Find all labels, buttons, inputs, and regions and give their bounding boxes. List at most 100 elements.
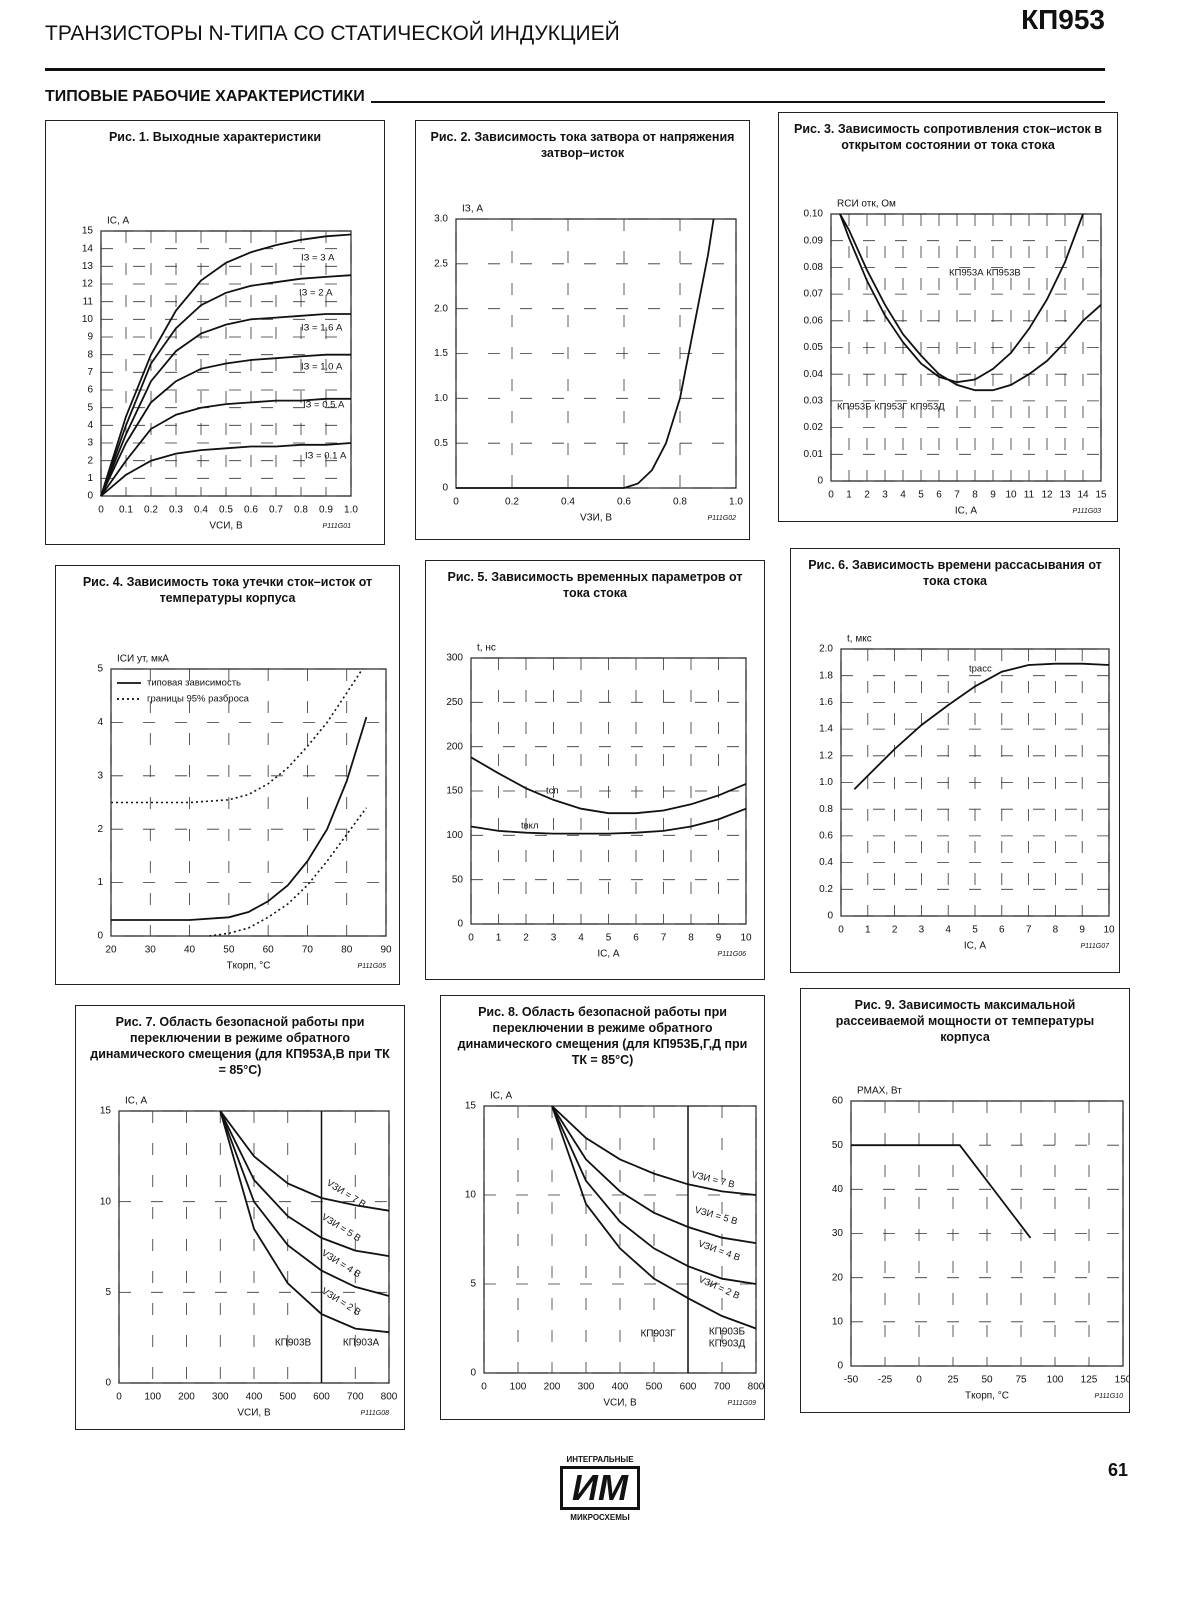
x-tick-label: 0.7 <box>269 505 283 516</box>
y-tick-label: 0.08 <box>804 262 824 273</box>
y-tick-label: 0.6 <box>819 831 833 842</box>
chart-panel: Рис. 2. Зависимость тока затвора от напр… <box>415 120 750 540</box>
x-tick-label: 10 <box>1005 490 1017 501</box>
x-axis-label: Tкорп, °C <box>227 961 271 972</box>
x-tick-label: 100 <box>1047 1375 1064 1386</box>
x-tick-label: 0 <box>916 1375 922 1386</box>
series-line <box>840 214 1083 382</box>
y-tick-label: 20 <box>832 1272 844 1283</box>
y-tick-label: 0.4 <box>819 857 833 868</box>
figure-code: P111G06 <box>717 951 746 958</box>
y-tick-label: 0 <box>817 476 823 487</box>
x-tick-label: 500 <box>279 1392 296 1403</box>
series-label: tвкл <box>521 821 539 832</box>
section-rule <box>300 101 1105 103</box>
y-tick-label: 6 <box>87 385 93 396</box>
x-tick-label: 6 <box>936 490 942 501</box>
x-tick-label: 70 <box>302 945 314 956</box>
x-tick-label: 2 <box>523 933 529 944</box>
x-tick-label: 700 <box>714 1382 731 1393</box>
x-tick-label: 9 <box>990 490 996 501</box>
y-tick-label: 1.4 <box>819 724 833 735</box>
x-axis-label: VСИ, В <box>237 1408 271 1419</box>
figure-code: P111G03 <box>1072 508 1101 515</box>
x-tick-label: 1.0 <box>344 505 358 516</box>
y-axis-label: RСИ отк, Ом <box>837 199 896 210</box>
y-tick-label: 1.2 <box>819 750 833 761</box>
y-tick-label: 12 <box>82 279 94 290</box>
x-tick-label: 15 <box>1095 490 1107 501</box>
series-label: tсп <box>546 786 559 797</box>
x-tick-label: 300 <box>578 1382 595 1393</box>
x-tick-label: 0.8 <box>673 497 687 508</box>
y-tick-label: 2 <box>97 824 103 835</box>
y-tick-label: 8 <box>87 349 93 360</box>
x-tick-label: 1 <box>496 933 502 944</box>
x-tick-label: 0 <box>98 505 104 516</box>
y-tick-label: 40 <box>832 1184 844 1195</box>
x-tick-label: 0 <box>116 1392 122 1403</box>
chart: 00.010.020.030.040.050.060.070.080.090.1… <box>779 113 1117 521</box>
y-axis-label: IС, А <box>125 1096 148 1107</box>
x-tick-label: 4 <box>900 490 906 501</box>
x-tick-label: 1 <box>846 490 852 501</box>
y-tick-label: 15 <box>465 1101 477 1112</box>
y-tick-label: 0 <box>827 911 833 922</box>
series-label: VЗИ = 7 В <box>690 1169 735 1190</box>
y-tick-label: 13 <box>82 261 94 272</box>
logo-bottom: МИКРОСХЕМЫ <box>540 1513 660 1522</box>
x-tick-label: 150 <box>1115 1375 1129 1386</box>
x-tick-label: 8 <box>972 490 978 501</box>
y-axis-label: PМАХ, Вт <box>857 1086 902 1097</box>
x-tick-label: 4 <box>945 925 951 936</box>
y-tick-label: 0 <box>87 491 93 502</box>
x-tick-label: 0.6 <box>244 505 258 516</box>
region-label: КП903Б <box>709 1327 746 1338</box>
x-tick-label: 0.4 <box>561 497 575 508</box>
x-tick-label: 400 <box>246 1392 263 1403</box>
header-rule <box>45 68 1105 71</box>
chart: 012345678910111213141500.10.20.30.40.50.… <box>46 121 384 544</box>
x-tick-label: 400 <box>612 1382 629 1393</box>
y-tick-label: 1.6 <box>819 697 833 708</box>
page-title: ТРАНЗИСТОРЫ N-ТИПА СО СТАТИЧЕСКОЙ ИНДУКЦ… <box>45 22 620 46</box>
y-tick-label: 1.5 <box>434 348 448 359</box>
x-tick-label: 100 <box>144 1392 161 1403</box>
x-tick-label: 11 <box>1024 490 1035 501</box>
x-axis-label: VСИ, В <box>603 1398 637 1409</box>
x-tick-label: 0.2 <box>144 505 158 516</box>
series-label: IЗ = 1.0 А <box>301 362 343 373</box>
series-label: IЗ = 0.5 А <box>303 400 345 411</box>
logo-top: ИНТЕГРАЛЬНЫЕ <box>540 1455 660 1464</box>
x-tick-label: 14 <box>1077 490 1089 501</box>
legend-label: границы 95% разброса <box>147 694 250 705</box>
y-tick-label: 7 <box>87 367 93 378</box>
region-label: КП903А <box>343 1338 380 1349</box>
figure-code: P111G08 <box>360 1410 389 1417</box>
series-line <box>111 717 366 920</box>
x-tick-label: 7 <box>1026 925 1032 936</box>
x-tick-label: 0 <box>481 1382 487 1393</box>
x-tick-label: 50 <box>223 945 235 956</box>
series-line <box>220 1111 389 1256</box>
chart: 050100150200250300012345678910t, нсIС, А… <box>426 561 764 979</box>
x-tick-label: 10 <box>740 933 752 944</box>
y-tick-label: 10 <box>465 1190 477 1201</box>
region-label: КП903В <box>275 1338 312 1349</box>
x-axis-label: IС, А <box>597 949 620 960</box>
y-tick-label: 1.0 <box>819 777 833 788</box>
series-label: VЗИ = 4 В <box>319 1248 362 1281</box>
x-tick-label: 200 <box>544 1382 561 1393</box>
x-tick-label: 0.1 <box>119 505 133 516</box>
y-tick-label: 9 <box>87 332 93 343</box>
chart-panel: Рис. 4. Зависимость тока утечки сток–ист… <box>55 565 400 985</box>
series-label: VЗИ = 5 В <box>693 1205 738 1228</box>
series-line <box>111 669 362 803</box>
logo: ИМ <box>560 1466 640 1510</box>
x-tick-label: 9 <box>1079 925 1085 936</box>
y-tick-label: 5 <box>105 1287 111 1298</box>
series-label: VЗИ = 2 В <box>319 1286 362 1319</box>
x-tick-label: 0 <box>453 497 459 508</box>
y-tick-label: 3.0 <box>434 214 448 225</box>
x-tick-label: 75 <box>1015 1375 1027 1386</box>
